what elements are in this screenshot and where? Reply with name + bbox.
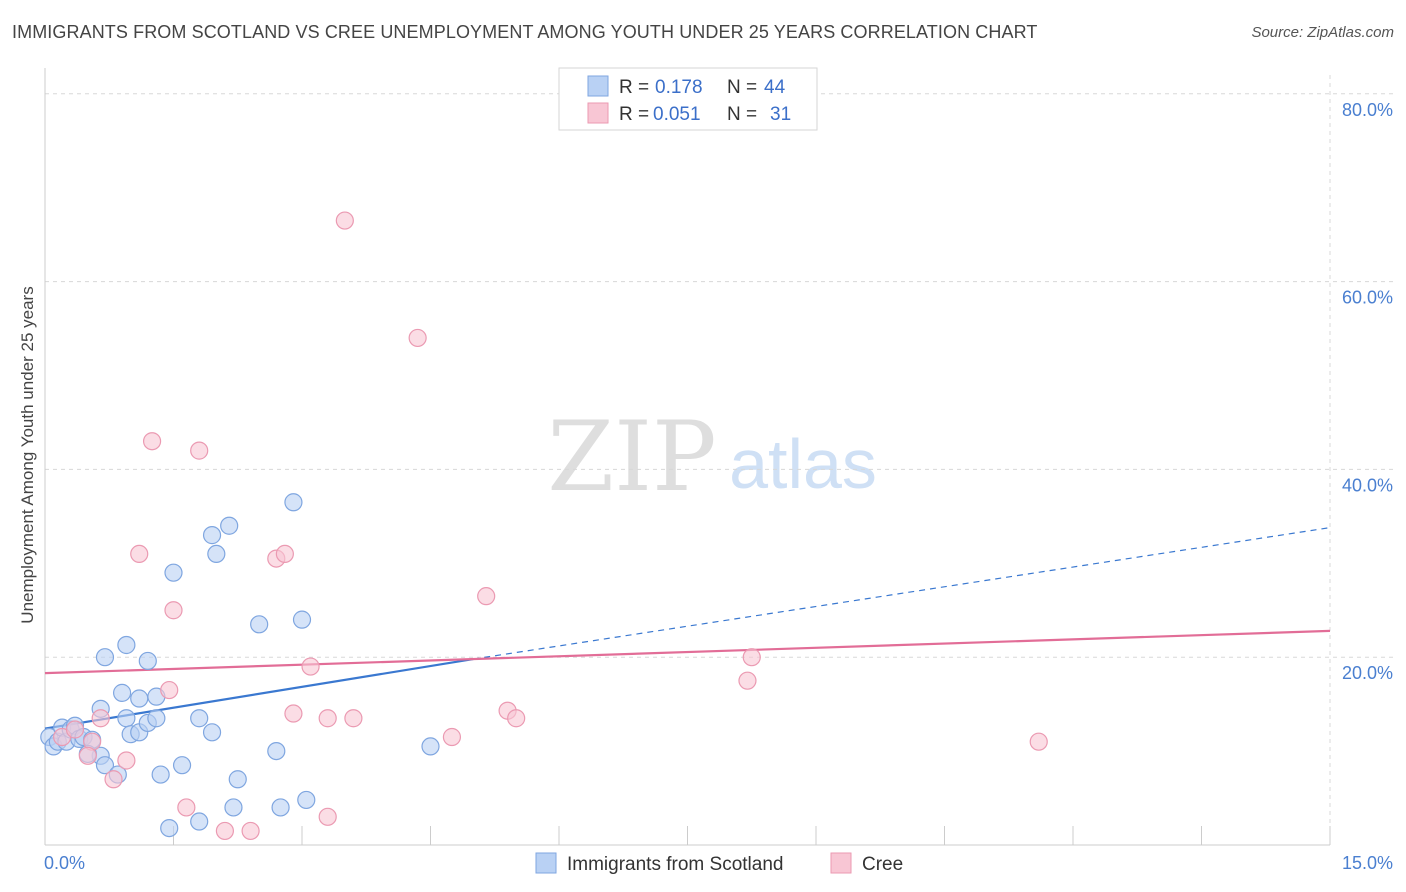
scotland-point-25 [117,635,136,655]
cree-point-16 [284,704,303,723]
scotland-point-37 [292,610,312,629]
source-label: Source: ZipAtlas.com [1251,24,1394,41]
chart-title: IMMIGRANTS FROM SCOTLAND VS CREE UNEMPLO… [12,22,1038,42]
scotland-point-44 [164,563,183,582]
cree-point-23 [442,727,462,747]
scotland-point-29 [202,723,222,742]
scotland-point-30 [190,812,209,831]
cree-point-28 [742,648,761,667]
legend-n-value-2: 31 [770,104,791,125]
cree-point-13 [241,821,260,841]
trend-lines [44,527,1331,730]
y-tick-label-20: 20.0% [1342,663,1393,683]
scotland-point-12 [95,756,115,775]
legend-swatch-pink [587,102,609,124]
cree-point-30 [78,746,97,765]
scotland-point-23 [138,651,157,671]
scotland-point-33 [202,526,222,545]
cree-point-21 [335,211,354,230]
scotland-point-42 [160,818,179,838]
scotland-point-35 [220,516,239,535]
scotland-point-38 [284,493,303,512]
cree-trend-line [44,629,1331,675]
scotland-point-43 [421,737,440,756]
cree-point-3 [91,709,110,728]
cree-point-5 [117,751,136,770]
data-points [40,211,1048,841]
scotland-point-27 [172,756,192,775]
x-tick-label-max: 15.0% [1342,853,1393,873]
cree-point-17 [301,657,320,676]
scotland-point-39 [267,741,286,761]
y-tick-label-60: 60.0% [1342,288,1393,308]
bottom-legend-label-cree: Cree [862,854,903,875]
legend-r-value-1: 0.178 [655,77,703,98]
scotland-trend-line-extension [473,527,1331,660]
scotland-point-19 [130,689,149,708]
scotland-point-34 [207,544,226,564]
cree-point-12 [215,821,234,841]
cree-point-15 [275,544,294,564]
watermark-zip: ZIP [547,401,716,513]
cree-point-22 [408,328,427,348]
cree-point-11 [190,441,209,460]
legend-r-label-1: R = [619,77,649,98]
legend-r-value-2: 0.051 [653,104,701,125]
cree-point-7 [142,432,162,451]
y-tick-label-80: 80.0% [1342,100,1393,120]
scotland-point-41 [297,790,316,810]
cree-point-29 [1029,732,1048,751]
grid-lines [45,75,1395,845]
bottom-legend-swatch-pink [830,852,852,874]
scotland-point-36 [250,615,269,634]
scotland-point-40 [271,798,290,817]
legend-n-label-2: N = [727,104,757,125]
scotland-point-22 [112,683,132,702]
cree-point-19 [318,709,337,728]
legend-n-label-1: N = [727,77,757,98]
y-axis-label: Unemployment Among Youth under 25 years [18,286,37,623]
cree-point-24 [477,587,496,606]
watermark-atlas: atlas [729,425,877,503]
scotland-trend-line [44,657,474,730]
scotland-point-14 [117,709,136,728]
cree-point-8 [160,680,179,700]
cree-point-9 [164,601,183,620]
legend-n-value-1: 44 [764,77,786,98]
cree-point-18 [318,807,337,826]
cree-point-10 [177,798,196,817]
cree-point-4 [104,770,123,789]
cree-point-1 [65,720,85,739]
scotland-point-26 [151,765,170,784]
scotland-point-31 [224,798,243,817]
cree-point-26 [507,709,526,728]
scotland-point-18 [147,709,166,728]
cree-point-20 [344,709,363,728]
scotland-point-28 [190,709,209,728]
y-tick-label-40: 40.0% [1342,475,1393,495]
bottom-legend-swatch-blue [535,852,557,874]
bottom-legend: Immigrants from Scotland Cree [535,852,903,875]
scotland-point-24 [95,648,115,667]
x-tick-label-min: 0.0% [44,853,85,873]
tick-labels: 20.0% 40.0% 60.0% 80.0% 0.0% 15.0% [44,100,1393,873]
scotland-point-32 [228,770,247,789]
cree-point-6 [130,544,149,564]
bottom-legend-label-scotland: Immigrants from Scotland [567,854,783,875]
axes [44,68,1331,846]
legend-r-label-2: R = [619,104,649,125]
legend-swatch-blue [587,75,609,97]
legend: R = 0.178 N = 44 R = 0.051 N = 31 [558,67,818,131]
cree-point-27 [738,671,757,690]
